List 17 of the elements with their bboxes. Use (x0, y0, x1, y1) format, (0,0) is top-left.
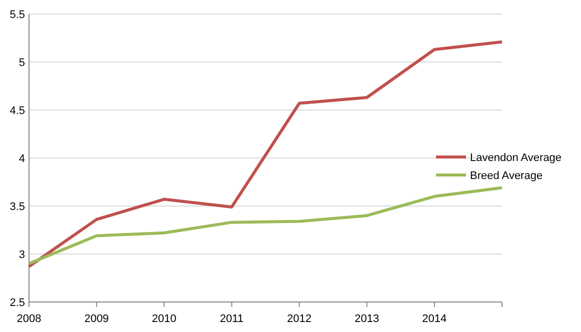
legend-label: Lavendon Average (470, 152, 562, 164)
x-tick-label: 2010 (152, 313, 176, 325)
y-tick-label: 3.5 (10, 201, 25, 213)
y-tick-label: 4.5 (10, 105, 25, 117)
y-tick-label: 3 (18, 249, 25, 261)
x-tick-label: 2009 (84, 313, 109, 325)
y-tick-label: 5 (18, 57, 25, 69)
line-series (28, 186, 504, 266)
y-tick-label: 2.5 (10, 297, 25, 309)
x-tick-label: 2013 (354, 313, 380, 325)
y-tick-label: 4 (18, 153, 25, 165)
x-tick-label: 2014 (422, 313, 447, 325)
x-tick-label: 2012 (287, 313, 312, 325)
y-tick-label: 5.5 (10, 9, 25, 21)
legend-label: Breed Average (470, 170, 543, 182)
x-tick-label: 2011 (220, 313, 244, 325)
x-tick-label: 2008 (16, 313, 42, 325)
